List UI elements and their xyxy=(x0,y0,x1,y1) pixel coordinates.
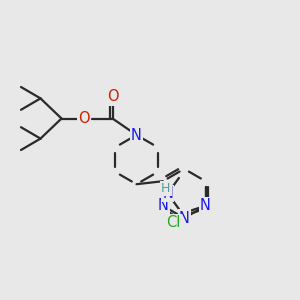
Text: O: O xyxy=(78,111,90,126)
Text: O: O xyxy=(107,89,118,104)
Text: N: N xyxy=(158,198,168,213)
Text: N: N xyxy=(179,211,190,226)
Text: N: N xyxy=(200,198,211,213)
Text: Cl: Cl xyxy=(167,215,181,230)
Text: N: N xyxy=(162,186,173,201)
Text: H: H xyxy=(161,182,170,195)
Text: N: N xyxy=(131,128,142,142)
